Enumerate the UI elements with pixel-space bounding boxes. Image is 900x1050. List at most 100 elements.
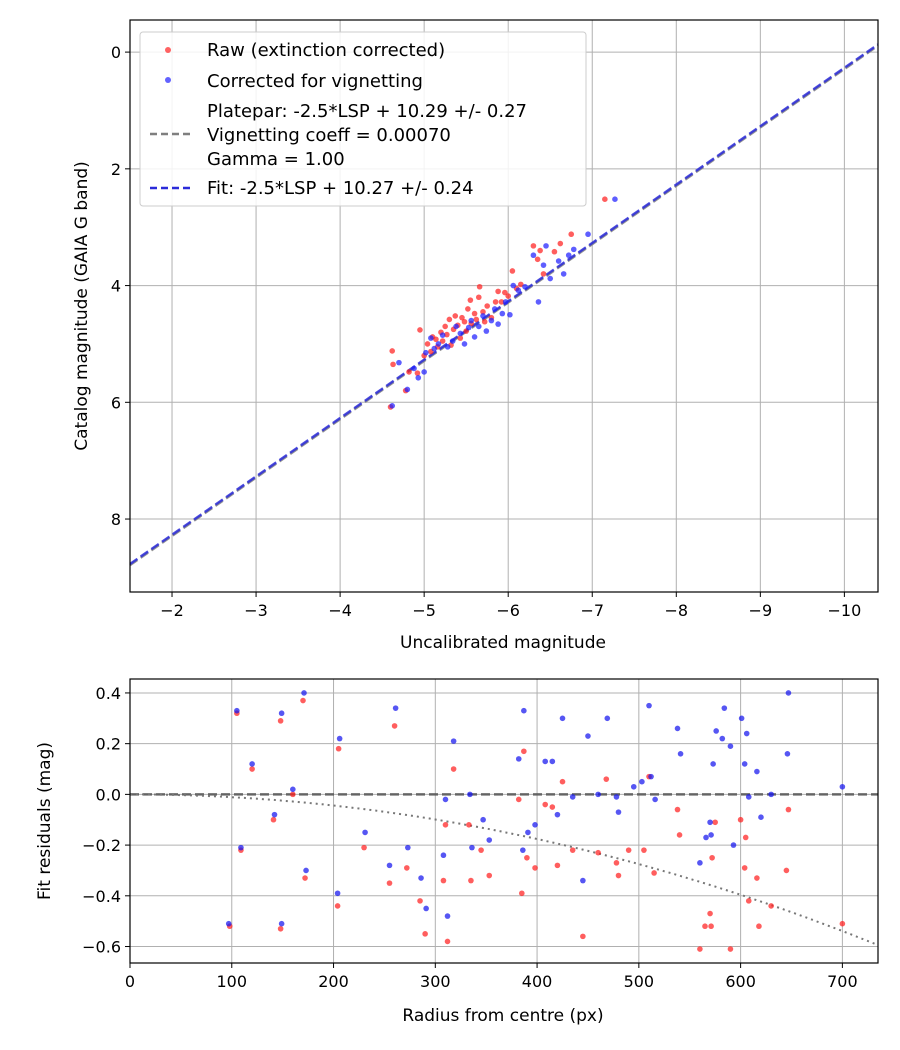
scatter-point-series-0 xyxy=(524,854,530,861)
legend-label-corrected: Corrected for vignetting xyxy=(207,71,423,92)
bottom-reference-lines xyxy=(130,793,879,947)
scatter-point-series-0 xyxy=(785,806,792,813)
scatter-point-series-1 xyxy=(290,786,296,793)
scatter-point-series-1 xyxy=(652,796,658,803)
scatter-point-series-0 xyxy=(439,338,446,344)
scatter-point-series-1 xyxy=(615,809,622,815)
scatter-point-series-1 xyxy=(604,715,611,722)
scatter-point-series-1 xyxy=(730,842,737,848)
scatter-point-series-0 xyxy=(249,766,255,772)
scatter-point-series-0 xyxy=(471,310,478,317)
scatter-point-series-0 xyxy=(486,872,493,879)
y-tick-label: −0.6 xyxy=(82,938,121,957)
scatter-point-series-1 xyxy=(423,905,429,912)
scatter-point-series-1 xyxy=(488,317,495,324)
scatter-point-series-1 xyxy=(442,796,449,803)
scatter-point-series-0 xyxy=(569,847,576,853)
scatter-point-series-0 xyxy=(389,348,396,354)
bottom-x-axis-label: Radius from centre (px) xyxy=(402,1006,603,1026)
scatter-point-series-0 xyxy=(450,766,457,772)
scatter-point-series-0 xyxy=(475,294,482,301)
scatter-point-series-0 xyxy=(741,865,748,871)
scatter-point-series-0 xyxy=(468,877,474,884)
scatter-point-series-0 xyxy=(495,288,501,295)
scatter-point-series-1 xyxy=(475,323,482,330)
y-tick-label: 0 xyxy=(111,43,121,62)
scatter-point-series-0 xyxy=(709,854,715,861)
y-tick-label: 0.0 xyxy=(96,785,121,804)
y-tick-label: 6 xyxy=(111,393,121,412)
top-y-ticks: 0 2 4 6 8 xyxy=(111,43,130,529)
scatter-point-series-1 xyxy=(301,690,307,696)
scatter-point-series-1 xyxy=(530,252,537,259)
scatter-point-series-1 xyxy=(569,794,576,800)
bottom-scatter-points xyxy=(225,690,846,952)
scatter-point-series-0 xyxy=(414,370,421,376)
scatter-point-series-1 xyxy=(741,761,748,767)
scatter-point-series-1 xyxy=(362,829,368,836)
legend-marker-raw xyxy=(165,47,171,53)
scatter-point-series-0 xyxy=(540,271,547,277)
scatter-point-series-0 xyxy=(442,822,449,828)
scatter-point-series-1 xyxy=(469,844,475,851)
y-tick-label: 2 xyxy=(111,160,121,179)
x-tick-label: −3 xyxy=(244,601,268,620)
scatter-point-series-0 xyxy=(559,778,566,785)
scatter-point-series-0 xyxy=(484,303,490,309)
scatter-point-series-0 xyxy=(518,281,524,288)
scatter-point-series-1 xyxy=(480,313,486,319)
scatter-point-series-1 xyxy=(404,386,411,393)
top-axes-frame xyxy=(129,19,879,593)
scatter-point-series-1 xyxy=(271,811,278,818)
scatter-point-series-1 xyxy=(532,822,538,828)
bottom-grid xyxy=(129,679,878,963)
scatter-point-series-1 xyxy=(677,751,684,757)
scatter-point-series-0 xyxy=(473,316,480,323)
scatter-point-series-0 xyxy=(542,801,549,808)
scatter-point-series-1 xyxy=(405,844,411,851)
scatter-point-series-0 xyxy=(417,327,423,333)
scatter-point-series-1 xyxy=(646,702,652,709)
scatter-point-series-1 xyxy=(440,852,447,859)
scatter-point-series-0 xyxy=(433,336,439,343)
scatter-point-series-1 xyxy=(278,920,285,927)
legend-label-platepar-line: Vignetting coeff = 0.00070 xyxy=(207,125,451,146)
x-tick-label: −8 xyxy=(664,601,688,620)
scatter-point-series-1 xyxy=(613,794,620,800)
scatter-point-series-0 xyxy=(651,870,657,876)
scatter-point-series-1 xyxy=(457,330,464,337)
scatter-point-series-1 xyxy=(565,252,572,259)
scatter-point-series-1 xyxy=(707,819,713,826)
scatter-point-series-1 xyxy=(515,756,522,762)
x-tick-label: 300 xyxy=(420,972,451,991)
scatter-point-series-1 xyxy=(570,246,577,253)
scatter-point-series-1 xyxy=(453,323,459,330)
scatter-point-series-1 xyxy=(428,335,434,341)
scatter-point-series-1 xyxy=(450,738,457,744)
x-tick-label: 500 xyxy=(624,972,655,991)
scatter-point-series-1 xyxy=(703,834,709,841)
scatter-point-series-1 xyxy=(225,920,232,927)
scatter-point-series-1 xyxy=(535,299,542,305)
scatter-point-series-0 xyxy=(580,933,586,940)
scatter-point-series-1 xyxy=(595,791,601,798)
scatter-point-series-1 xyxy=(510,282,517,289)
scatter-point-series-0 xyxy=(768,903,774,909)
scatter-point-series-1 xyxy=(522,283,528,290)
bottom-y-ticks: 0.4 0.2 0.0 −0.2 −0.4 −0.6 xyxy=(82,684,130,957)
scatter-point-series-0 xyxy=(302,875,308,881)
scatter-point-series-0 xyxy=(300,697,306,704)
scatter-point-series-0 xyxy=(461,318,468,325)
x-tick-label: 0 xyxy=(125,972,135,991)
legend: Raw (extinction corrected) Corrected for… xyxy=(139,31,587,207)
scatter-point-series-0 xyxy=(532,865,538,871)
scatter-point-series-1 xyxy=(278,710,285,717)
scatter-point-series-1 xyxy=(719,735,726,742)
scatter-point-series-0 xyxy=(745,898,752,904)
scatter-point-series-0 xyxy=(478,847,484,853)
scatter-point-series-1 xyxy=(471,334,478,340)
scatter-point-series-0 xyxy=(457,335,464,341)
scatter-point-series-0 xyxy=(595,849,601,856)
scatter-point-series-0 xyxy=(509,268,516,274)
x-tick-label: −4 xyxy=(328,601,352,620)
